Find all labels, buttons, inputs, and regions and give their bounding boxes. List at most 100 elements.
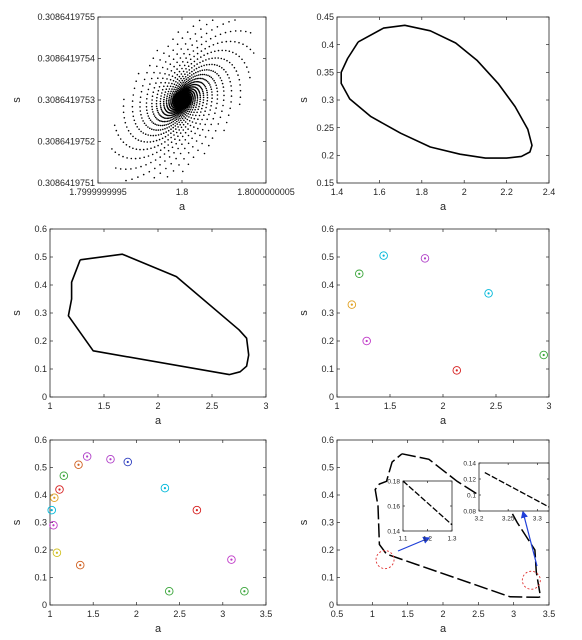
- x-tick-label: 2.5: [490, 401, 503, 411]
- spiral-dot: [191, 121, 194, 123]
- spiral-dot: [208, 75, 211, 78]
- spiral-dot: [206, 52, 209, 55]
- spiral-dot: [187, 48, 189, 51]
- spiral-dot: [188, 107, 190, 109]
- spiral-dot: [189, 78, 191, 80]
- spiral-dot: [166, 120, 169, 123]
- x-tick-label: 3: [220, 609, 225, 619]
- spiral-dot: [211, 97, 213, 99]
- spiral-dot: [201, 128, 204, 131]
- spiral-dot: [192, 146, 194, 148]
- spiral-dot: [140, 130, 142, 133]
- spiral-dot: [135, 148, 138, 150]
- spiral-dot: [195, 104, 198, 106]
- spiral-dot: [194, 33, 197, 35]
- spiral-dot: [216, 64, 218, 67]
- data-point-3: [74, 460, 83, 470]
- spiral-dot: [172, 49, 174, 51]
- spiral-dot: [160, 106, 162, 109]
- spiral-dot: [170, 100, 172, 102]
- spiral-dot: [168, 126, 170, 128]
- spiral-dot: [165, 88, 168, 90]
- spiral-dot: [168, 120, 170, 122]
- spiral-dot: [167, 93, 169, 95]
- data-point-5: [55, 485, 64, 494]
- spiral-dot: [167, 123, 169, 125]
- spiral-dot: [203, 114, 205, 116]
- spiral-dot: [135, 167, 137, 169]
- x-axis-label: a: [179, 201, 186, 213]
- spiral-dot: [166, 127, 168, 129]
- spiral-dot: [166, 68, 169, 70]
- spiral-dot: [208, 45, 211, 48]
- spiral-dot: [187, 65, 190, 67]
- spiral-dot: [184, 131, 187, 134]
- y-tick-label: 0.4: [321, 280, 334, 290]
- spiral-dot: [183, 64, 186, 67]
- spiral-dot: [206, 94, 209, 96]
- spiral-dot: [216, 102, 218, 105]
- spiral-dot: [156, 107, 158, 110]
- spiral-dot: [126, 126, 128, 128]
- x-tick-label: 2.5: [472, 609, 485, 619]
- spiral-dot: [181, 37, 184, 39]
- spiral-dot: [196, 94, 199, 97]
- spiral-dot: [223, 129, 225, 132]
- spiral-dot: [154, 123, 156, 125]
- spiral-dot: [214, 35, 217, 38]
- spiral-dot: [172, 58, 175, 60]
- spiral-dot: [136, 126, 138, 128]
- spiral-dot: [202, 101, 204, 104]
- y-tick-label: 0.6: [34, 224, 47, 234]
- spiral-dot: [143, 156, 145, 159]
- spiral-dot: [140, 140, 142, 142]
- spiral-dot: [238, 78, 241, 81]
- spiral-dot: [190, 107, 192, 109]
- spiral-dot: [156, 109, 159, 112]
- x-axis-label: a: [440, 623, 447, 635]
- spiral-dot: [169, 63, 172, 65]
- spiral-dot: [113, 124, 116, 127]
- spiral-dot: [181, 135, 184, 138]
- spiral-dot: [161, 120, 164, 123]
- spiral-dot: [211, 91, 213, 93]
- spiral-dot: [174, 90, 176, 93]
- y-axis-label: s: [298, 310, 310, 316]
- spiral-dot: [119, 138, 122, 140]
- spiral-dot: [185, 68, 187, 70]
- spiral-dot: [123, 98, 125, 101]
- spiral-dot: [201, 118, 203, 121]
- spiral-dot: [160, 108, 163, 111]
- spiral-dot: [165, 101, 168, 103]
- spiral-dot: [201, 142, 203, 145]
- spiral-dot: [195, 71, 197, 74]
- spiral-dot: [139, 110, 142, 112]
- spiral-dot: [178, 80, 181, 82]
- spiral-dot: [213, 63, 216, 66]
- spiral-dot: [191, 67, 193, 69]
- spiral-dot: [131, 100, 134, 102]
- spiral-dot: [238, 41, 240, 44]
- spiral-dot: [228, 21, 230, 23]
- spiral-dot: [204, 47, 206, 50]
- spiral-dot: [183, 84, 186, 87]
- spiral-dot: [134, 123, 137, 125]
- spiral-dot: [177, 117, 179, 119]
- spiral-dot: [195, 83, 197, 86]
- spiral-dot: [238, 55, 240, 58]
- spiral-dot: [187, 113, 189, 115]
- spiral-dot: [191, 103, 193, 106]
- data-point-15: [240, 587, 249, 596]
- spiral-dot: [188, 120, 191, 122]
- spiral-dot: [151, 153, 154, 156]
- spiral-dot: [170, 70, 173, 72]
- spiral-dot: [218, 65, 221, 68]
- spiral-dot: [196, 74, 198, 77]
- spiral-dot: [216, 90, 219, 93]
- spiral-dot: [171, 94, 173, 96]
- spiral-dot: [192, 76, 194, 78]
- spiral-dot: [165, 120, 167, 123]
- spiral-dot: [214, 82, 216, 84]
- spiral-dot: [181, 83, 183, 85]
- spiral-dot: [230, 85, 232, 87]
